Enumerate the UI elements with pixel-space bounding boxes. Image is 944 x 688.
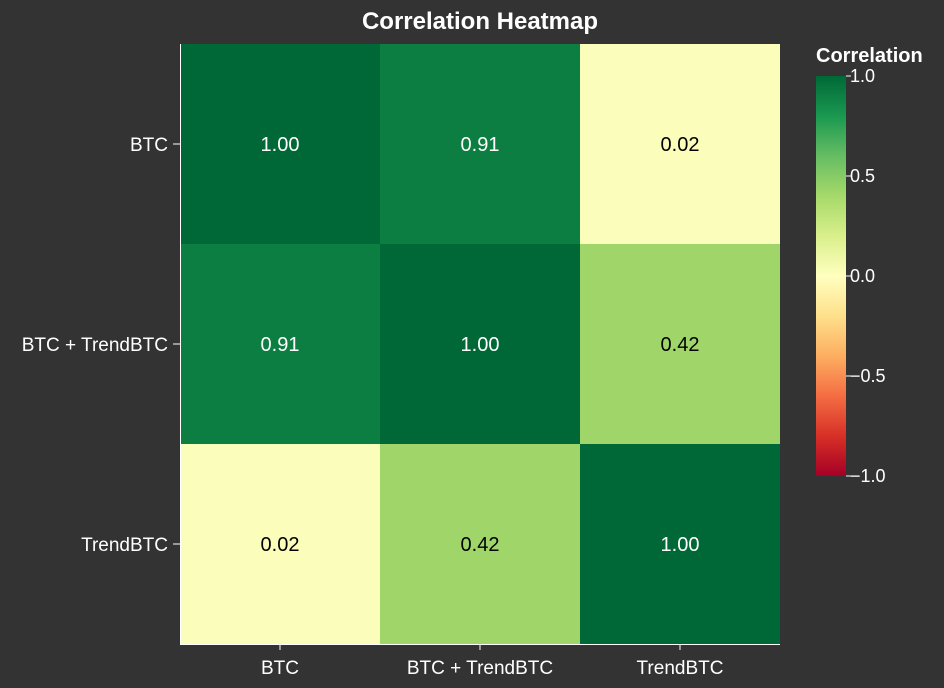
heatmap-cell — [580, 244, 780, 444]
heatmap-cell — [580, 44, 780, 244]
heatmap-cell-labels: 1.00 0.91 0.02 0.91 1.00 0.42 0.02 0.42 1.00 — [261, 134, 700, 556]
heatmap-cell — [380, 44, 580, 244]
heatmap-cell-label: 0.02 — [661, 134, 700, 156]
heatmap-cell-label: 0.42 — [661, 334, 700, 356]
colorbar-tick-label: 0.5 — [850, 166, 875, 186]
heatmap-cell — [380, 244, 580, 444]
colorbar-tick-label: −0.5 — [850, 366, 886, 386]
colorbar-ticks: 1.0 0.5 0.0 −0.5 −1.0 — [846, 66, 886, 486]
y-tick-label: BTC — [130, 135, 168, 156]
colorbar: Correlation 1.0 0.5 0.0 −0.5 −1.0 — [816, 45, 923, 486]
colorbar-tick-label: 1.0 — [850, 66, 875, 86]
x-tick-label: BTC + TrendBTC — [407, 658, 553, 679]
heatmap-cell-label: 0.42 — [461, 534, 500, 556]
y-tick-label: BTC + TrendBTC — [22, 335, 168, 356]
chart-title: Correlation Heatmap — [362, 8, 598, 35]
x-tick-label: TrendBTC — [637, 658, 724, 679]
heatmap-cell-label: 0.91 — [461, 134, 500, 156]
x-axis-ticks: BTC BTC + TrendBTC TrendBTC — [261, 644, 723, 679]
heatmap-cells — [180, 44, 780, 644]
heatmap-cell — [580, 444, 780, 644]
y-tick-label: TrendBTC — [81, 535, 168, 556]
heatmap-cell-label: 1.00 — [661, 534, 700, 556]
colorbar-gradient-bar — [816, 76, 846, 476]
heatmap-cell — [380, 444, 580, 644]
heatmap-cell-label: 1.00 — [461, 334, 500, 356]
heatmap-cell — [180, 44, 380, 244]
colorbar-tick-label: 0.0 — [850, 266, 875, 286]
colorbar-title: Correlation — [816, 45, 923, 67]
y-axis-ticks: BTC BTC + TrendBTC TrendBTC — [22, 135, 180, 556]
colorbar-tick-label: −1.0 — [850, 466, 886, 486]
heatmap-cell-label: 0.02 — [261, 534, 300, 556]
x-tick-label: BTC — [261, 658, 299, 679]
heatmap-cell — [180, 244, 380, 444]
heatmap-cell — [180, 444, 380, 644]
heatmap-cell-label: 0.91 — [261, 334, 300, 356]
heatmap-cell-label: 1.00 — [261, 134, 300, 156]
